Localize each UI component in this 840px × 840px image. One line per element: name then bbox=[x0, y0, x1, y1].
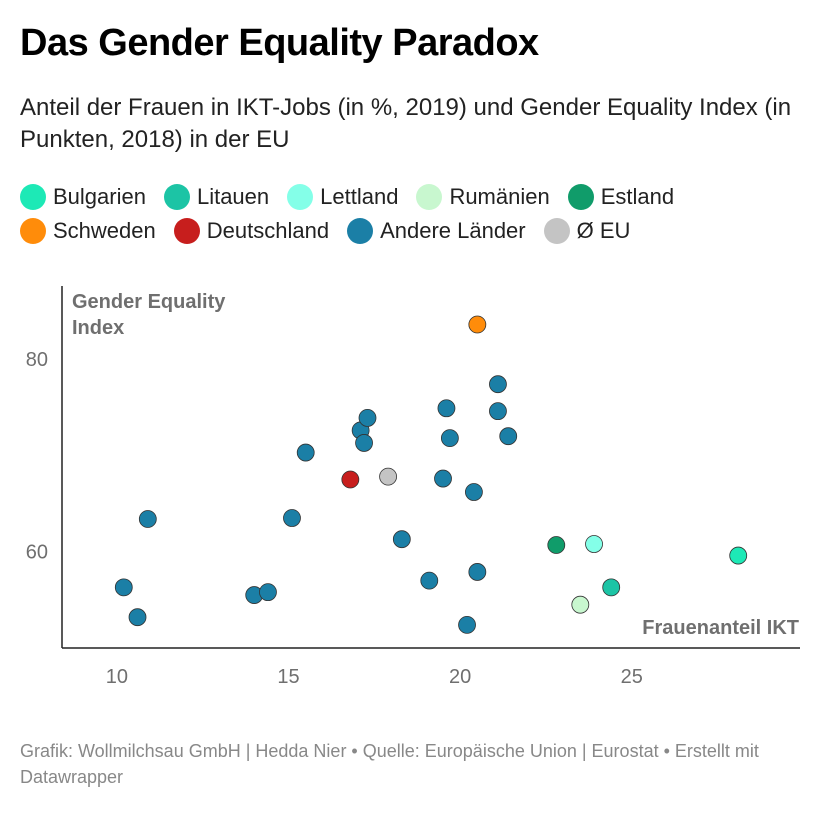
x-axis-title: Frauenanteil IKT bbox=[642, 617, 799, 639]
data-points bbox=[114, 315, 748, 634]
axes: Gender Equality Index Frauenanteil IKT bbox=[61, 286, 800, 649]
data-point bbox=[355, 434, 373, 452]
legend-label-estland: Estland bbox=[600, 184, 675, 209]
data-point bbox=[128, 608, 147, 627]
legend-item-bulgarien: Bulgarien bbox=[20, 184, 146, 210]
data-point bbox=[499, 427, 518, 446]
data-point bbox=[341, 470, 360, 489]
legend-label-litauen: Litauen bbox=[196, 184, 270, 209]
data-point bbox=[138, 510, 157, 528]
legend-label-rumaenien: Rumänien bbox=[449, 184, 550, 209]
data-point bbox=[489, 375, 507, 394]
data-point bbox=[571, 595, 590, 614]
data-point bbox=[602, 578, 621, 597]
x-tick-label: 15 bbox=[277, 666, 299, 688]
legend-swatch-lettland bbox=[287, 184, 314, 210]
data-point bbox=[468, 315, 487, 334]
data-point bbox=[729, 546, 748, 565]
data-point bbox=[458, 615, 476, 634]
chart-subtitle: Anteil der Frauen in IKT-Jobs (in %, 201… bbox=[20, 94, 792, 153]
legend-swatch-schweden bbox=[20, 218, 46, 244]
data-point bbox=[114, 578, 133, 597]
data-point bbox=[434, 469, 452, 488]
data-point bbox=[440, 429, 459, 448]
legend-item-deutschland: Deutschland bbox=[173, 218, 330, 244]
legend-swatch-eu-average bbox=[543, 218, 570, 244]
data-point bbox=[283, 509, 301, 527]
legend-label-lettland: Lettland bbox=[320, 184, 399, 209]
legend-label-bulgarien: Bulgarien bbox=[53, 184, 146, 209]
chart-title: Das Gender Equality Paradox bbox=[20, 22, 539, 64]
legend-item-litauen: Litauen bbox=[163, 184, 270, 210]
legend-label-schweden: Schweden bbox=[53, 218, 156, 243]
legend-row: Schweden Deutschland Andere Länder Ø EU bbox=[20, 214, 820, 248]
data-point bbox=[296, 443, 315, 462]
data-point bbox=[489, 402, 507, 421]
data-point bbox=[465, 483, 483, 501]
data-point bbox=[468, 563, 487, 581]
x-tick-label: 25 bbox=[621, 666, 643, 688]
legend-item-schweden: Schweden bbox=[20, 218, 156, 244]
legend-swatch-estland bbox=[567, 184, 594, 210]
y-tick-label: 80 bbox=[26, 349, 48, 371]
data-point bbox=[585, 535, 603, 553]
legend-label-andere-laender: Andere Länder bbox=[380, 218, 526, 243]
legend-swatch-andere-laender bbox=[347, 218, 374, 244]
legend-swatch-litauen bbox=[163, 184, 190, 210]
y-tick-label: 60 bbox=[26, 542, 48, 564]
tick-labels: 10 15 20 25 60 80 bbox=[26, 349, 643, 688]
data-point bbox=[392, 530, 411, 549]
data-point bbox=[379, 467, 397, 486]
scatter-chart: Gender Equality Index Frauenanteil IKT 1… bbox=[26, 286, 800, 688]
legend-item-eu-average: Ø EU bbox=[543, 218, 631, 244]
legend-swatch-deutschland bbox=[173, 218, 200, 244]
data-point bbox=[547, 536, 566, 554]
legend-item-andere-laender: Andere Länder bbox=[347, 218, 526, 244]
source-footer: Grafik: Wollmilchsau GmbH | Hedda Nier •… bbox=[20, 741, 759, 787]
x-tick-label: 20 bbox=[449, 666, 471, 688]
legend-item-rumaenien: Rumänien bbox=[416, 184, 550, 210]
data-point bbox=[358, 408, 377, 427]
legend-label-deutschland: Deutschland bbox=[206, 218, 330, 243]
legend-label-eu-average: Ø EU bbox=[576, 218, 631, 243]
x-tick-label: 10 bbox=[106, 666, 128, 688]
data-point bbox=[437, 399, 456, 418]
legend-item-estland: Estland bbox=[567, 184, 675, 210]
legend: Bulgarien Litauen Lettland Rumänien Estl… bbox=[20, 180, 820, 248]
data-point bbox=[420, 571, 439, 590]
legend-row: Bulgarien Litauen Lettland Rumänien Estl… bbox=[20, 180, 820, 214]
legend-swatch-bulgarien bbox=[20, 184, 46, 210]
legend-item-lettland: Lettland bbox=[287, 184, 398, 210]
y-axis-title: Gender Equality Index bbox=[72, 291, 231, 339]
data-point bbox=[259, 583, 277, 602]
legend-swatch-rumaenien bbox=[416, 184, 443, 210]
